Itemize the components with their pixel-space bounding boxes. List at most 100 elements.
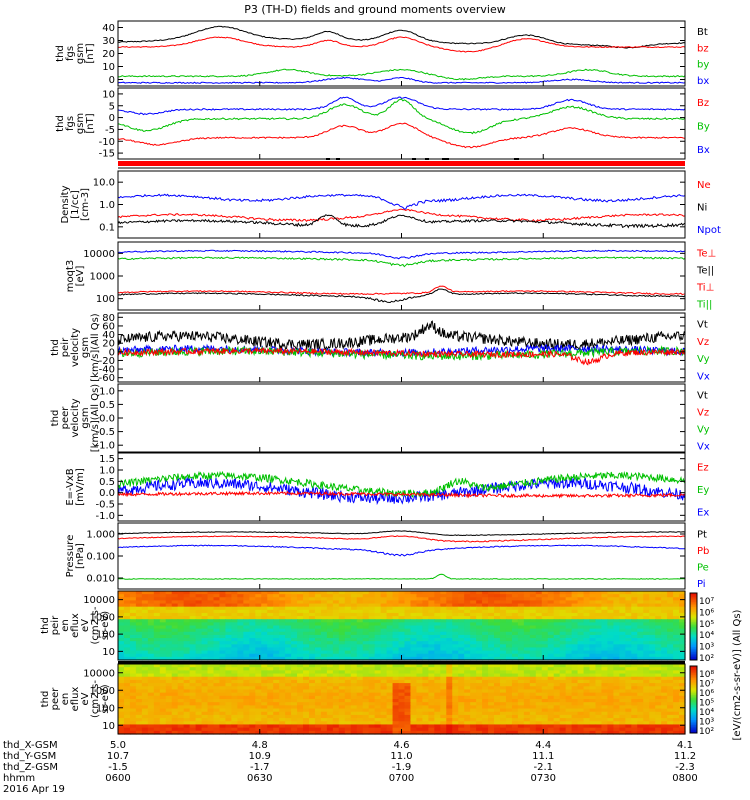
spectrogram-cell xyxy=(410,699,418,703)
spectrogram-cell xyxy=(165,727,173,732)
spectrogram-cell xyxy=(183,641,191,645)
spectrogram-cell xyxy=(529,692,537,697)
spectrogram-cell xyxy=(547,708,555,713)
spectrogram-cell xyxy=(440,664,447,668)
spectrogram-cell xyxy=(297,730,304,735)
spectrogram-cell xyxy=(428,597,435,602)
spectrogram-cell xyxy=(273,628,280,633)
spectrogram-cell xyxy=(631,628,638,633)
spectrogram-cell xyxy=(368,616,376,620)
y-axis-label: eV xyxy=(80,619,91,632)
spectrogram-cell xyxy=(165,609,173,614)
spectrogram-cell xyxy=(219,695,227,700)
spectrogram-cell xyxy=(291,714,298,719)
spectrogram-cell xyxy=(511,718,519,722)
spectrogram-cell xyxy=(613,644,620,649)
spectrogram-cell xyxy=(201,641,209,645)
spectrogram-cell xyxy=(303,724,310,729)
spectrogram-cell xyxy=(165,634,173,639)
spectrogram-cell xyxy=(559,679,567,684)
spectrogram-cell xyxy=(577,622,585,627)
spectrogram-cell xyxy=(523,667,531,671)
spectrogram-cell xyxy=(667,594,674,598)
spectrogram-cell xyxy=(476,600,483,605)
spectrogram-cell xyxy=(129,727,137,732)
spectrogram-cell xyxy=(547,727,555,732)
spectrogram-cell xyxy=(535,656,543,661)
spectrogram-cell xyxy=(661,711,668,716)
spectrogram-cell xyxy=(613,664,620,668)
spectrogram-cell xyxy=(243,622,250,627)
spectrogram-cell xyxy=(380,664,388,668)
spectrogram-cell xyxy=(679,603,686,608)
spectrogram-cell xyxy=(470,625,477,630)
spectrogram-cell xyxy=(553,699,561,703)
spectrogram-cell xyxy=(523,686,531,691)
spectrogram-cell xyxy=(416,647,423,652)
spectrogram-cell xyxy=(350,638,358,642)
spectrogram-cell xyxy=(446,673,453,678)
spectrogram-cell xyxy=(494,721,501,726)
spectrogram-cell xyxy=(279,641,286,645)
spectrogram-cell xyxy=(303,597,310,602)
spectrogram-cell xyxy=(386,603,394,608)
spectrogram-cell xyxy=(541,718,549,722)
spectrogram-cell xyxy=(249,664,256,668)
spectrogram-cell xyxy=(177,619,185,623)
spectrogram-cell xyxy=(171,606,179,611)
spectrogram-cell xyxy=(189,705,197,710)
spectrogram-cell xyxy=(231,686,238,691)
colorbar-cell xyxy=(690,598,697,601)
spectrogram-cell xyxy=(177,676,185,681)
spectrogram-cell xyxy=(279,699,286,703)
spectrogram-cell xyxy=(326,689,334,694)
spectrogram-cell xyxy=(505,721,513,726)
spectrogram-cell xyxy=(261,670,268,675)
spectrogram-cell xyxy=(428,721,435,726)
spectrogram-cell xyxy=(404,631,412,636)
spectrogram-cell xyxy=(613,721,620,726)
spectrogram-cell xyxy=(613,603,620,608)
spectrogram-cell xyxy=(571,708,579,713)
spectrogram-cell xyxy=(679,724,686,729)
spectrogram-cell xyxy=(607,591,614,595)
spectrogram-cell xyxy=(219,711,227,716)
spectrogram-cell xyxy=(667,667,674,671)
spectrogram-cell xyxy=(470,664,477,668)
spectrogram-cell xyxy=(314,721,322,726)
spectrogram-cell xyxy=(667,622,674,627)
spectrogram-cell xyxy=(595,683,603,687)
spectrogram-cell xyxy=(237,622,244,627)
spectrogram-cell xyxy=(326,683,334,687)
spectrogram-cell xyxy=(249,653,256,658)
spectrogram-cell xyxy=(326,644,334,649)
spectrogram-cell xyxy=(517,650,525,655)
spectrogram-cell xyxy=(482,628,489,633)
spectrogram-cell xyxy=(344,591,352,595)
spectrogram-cell xyxy=(637,670,644,675)
spectrogram-cell xyxy=(601,705,609,710)
spectrogram-cell xyxy=(422,634,429,639)
spectrogram-cell xyxy=(195,625,203,630)
spectrogram-cell xyxy=(559,705,567,710)
spectrogram-cell xyxy=(297,667,304,671)
spectrogram-cell xyxy=(153,622,161,627)
spectrogram-cell xyxy=(637,609,644,614)
spectrogram-cell xyxy=(297,600,304,605)
spectrogram-cell xyxy=(362,606,370,611)
spectrogram-cell xyxy=(601,692,609,697)
spectrogram-cell xyxy=(225,730,232,735)
spectrogram-cell xyxy=(177,708,185,713)
spectrogram-cell xyxy=(631,686,638,691)
spectrogram-cell xyxy=(147,714,155,719)
spectrogram-cell xyxy=(118,634,125,639)
spectrogram-cell xyxy=(243,619,250,623)
colorbar-tick-label: 10² xyxy=(699,727,714,737)
spectrogram-cell xyxy=(476,708,483,713)
spectrogram-cell xyxy=(595,679,603,684)
spectrogram-cell xyxy=(314,699,322,703)
spectrogram-cell xyxy=(565,600,573,605)
spectrogram-cell xyxy=(291,702,298,706)
spectrogram-cell xyxy=(511,600,519,605)
spectrogram-cell xyxy=(535,634,543,639)
